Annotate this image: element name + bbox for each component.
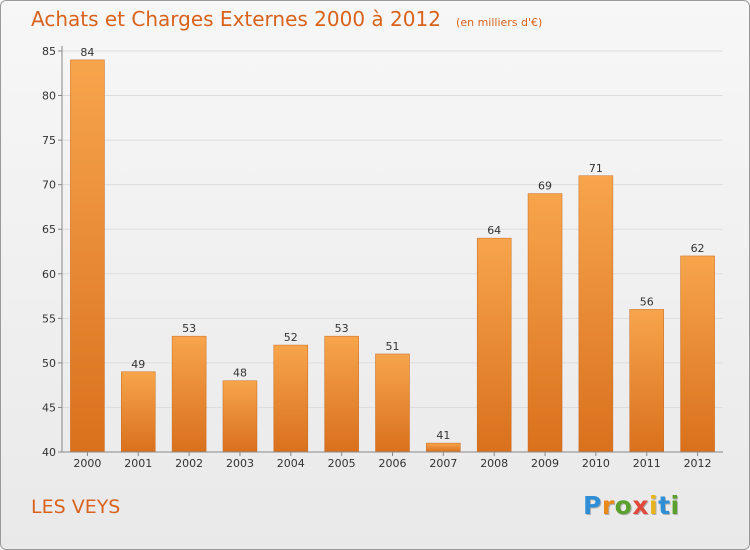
- title-row: Achats et Charges Externes 2000 à 2012 (…: [31, 7, 542, 31]
- chart-subtitle: (en milliers d'€): [456, 16, 543, 29]
- x-tick-label: 2000: [73, 457, 101, 470]
- bar: [222, 380, 258, 453]
- logo-letter: x: [632, 491, 649, 520]
- x-tick-label: 2001: [124, 457, 152, 470]
- bar: [527, 193, 563, 453]
- data-label: 48: [233, 367, 247, 380]
- data-label: 41: [436, 429, 450, 442]
- y-tick-label: 60: [42, 268, 56, 281]
- logo-letter: i: [649, 491, 659, 520]
- axis-layer: 40 45 50 55 60 65 70 75 80 85 2000 2001 2002 2003 2004…: [42, 45, 723, 470]
- y-tick-label: 75: [42, 134, 56, 147]
- label-layer: 84 49 53 48 52 53 51 41 64 69 71 56 62: [80, 46, 704, 442]
- bar: [578, 175, 614, 453]
- bar: [375, 353, 410, 453]
- data-label: 64: [487, 224, 501, 237]
- x-tick-label: 2007: [429, 457, 457, 470]
- logo-letter: P: [583, 491, 602, 520]
- data-label: 52: [284, 331, 298, 344]
- bar: [121, 371, 156, 453]
- data-label: 69: [538, 180, 552, 193]
- logo-letter: t: [658, 491, 671, 520]
- data-label: 56: [640, 295, 654, 308]
- y-tick-label: 70: [42, 179, 56, 192]
- x-tick-label: 2004: [277, 457, 305, 470]
- y-tick-label: 65: [42, 223, 56, 236]
- bar: [324, 335, 359, 453]
- logo-letter: r: [601, 491, 615, 520]
- bar: [476, 237, 512, 453]
- x-tick-label: 2010: [582, 457, 610, 470]
- y-tick-label: 85: [42, 45, 56, 58]
- x-tick-label: 2005: [328, 457, 356, 470]
- bar: [171, 335, 207, 453]
- logo-letter: i: [670, 491, 680, 520]
- location-label: LES VEYS: [31, 496, 121, 518]
- x-tick-label: 2011: [633, 457, 661, 470]
- x-tick-label: 2003: [226, 457, 254, 470]
- x-tick-label: 2009: [531, 457, 559, 470]
- proxiti-logo: Proxiti: [583, 491, 680, 520]
- bar: [680, 255, 715, 453]
- data-label: 51: [386, 340, 400, 353]
- data-label: 53: [335, 322, 349, 335]
- data-label: 49: [131, 358, 145, 371]
- data-label: 53: [182, 322, 196, 335]
- y-tick-label: 45: [42, 401, 56, 414]
- bar: [426, 442, 461, 453]
- bar: [70, 59, 105, 453]
- bar: [629, 309, 664, 453]
- x-tick-label: 2002: [175, 457, 203, 470]
- y-tick-label: 55: [42, 312, 56, 325]
- bar-layer: [70, 59, 715, 453]
- bar: [273, 344, 309, 453]
- y-tick-label: 50: [42, 357, 56, 370]
- y-tick-label: 40: [42, 446, 56, 459]
- data-label: 62: [691, 242, 705, 255]
- data-label: 71: [589, 162, 603, 175]
- y-tick-label: 80: [42, 90, 56, 103]
- x-tick-label: 2006: [379, 457, 407, 470]
- data-label: 84: [80, 46, 94, 59]
- chart-title: Achats et Charges Externes 2000 à 2012: [31, 7, 441, 31]
- logo-letter: o: [614, 491, 633, 520]
- x-tick-label: 2008: [480, 457, 508, 470]
- x-tick-label: 2012: [684, 457, 712, 470]
